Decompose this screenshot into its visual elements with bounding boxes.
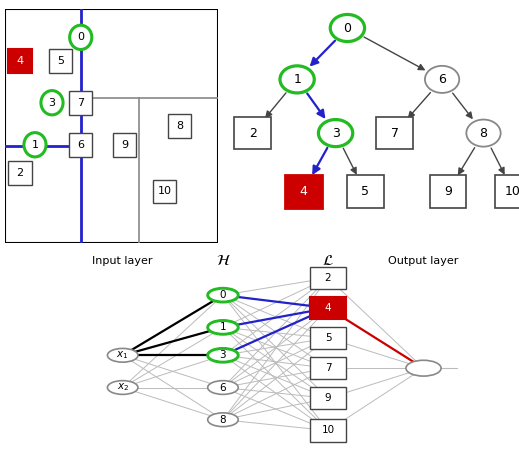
Text: 5: 5	[361, 185, 369, 198]
Text: 1: 1	[220, 322, 226, 333]
Circle shape	[107, 348, 138, 362]
Text: 0: 0	[77, 32, 84, 42]
Circle shape	[425, 66, 459, 93]
Circle shape	[406, 360, 441, 376]
Circle shape	[208, 348, 238, 362]
Text: Input layer: Input layer	[92, 256, 153, 266]
FancyBboxPatch shape	[310, 267, 346, 289]
Circle shape	[280, 66, 315, 93]
FancyBboxPatch shape	[8, 161, 32, 184]
Text: 3: 3	[332, 127, 339, 140]
Text: $x_1$: $x_1$	[116, 349, 129, 361]
FancyBboxPatch shape	[310, 419, 346, 441]
FancyBboxPatch shape	[495, 175, 519, 208]
Text: $\mathcal{H}$: $\mathcal{H}$	[215, 253, 230, 268]
Circle shape	[107, 381, 138, 395]
Text: 0: 0	[220, 290, 226, 300]
Text: 1: 1	[293, 73, 301, 86]
FancyBboxPatch shape	[310, 327, 346, 349]
FancyBboxPatch shape	[69, 133, 92, 156]
Circle shape	[208, 413, 238, 427]
FancyBboxPatch shape	[430, 175, 467, 208]
Circle shape	[330, 14, 364, 42]
Text: 0: 0	[344, 21, 351, 35]
Text: 1: 1	[32, 140, 38, 150]
Text: 8: 8	[176, 121, 183, 131]
Circle shape	[70, 25, 92, 50]
Text: 9: 9	[444, 185, 452, 198]
Circle shape	[41, 91, 63, 115]
Circle shape	[208, 288, 238, 302]
Text: 9: 9	[325, 393, 331, 403]
Text: 4: 4	[325, 303, 331, 313]
Circle shape	[208, 320, 238, 334]
Text: Output layer: Output layer	[388, 256, 459, 266]
Text: 3: 3	[220, 350, 226, 361]
FancyBboxPatch shape	[310, 297, 346, 319]
Text: $\mathcal{L}$: $\mathcal{L}$	[322, 253, 334, 268]
FancyBboxPatch shape	[310, 357, 346, 379]
FancyBboxPatch shape	[284, 175, 322, 208]
Circle shape	[467, 120, 501, 147]
FancyBboxPatch shape	[347, 175, 384, 208]
Text: 10: 10	[505, 185, 519, 198]
FancyBboxPatch shape	[310, 387, 346, 409]
Text: 7: 7	[391, 127, 399, 140]
FancyBboxPatch shape	[49, 49, 72, 73]
Text: 4: 4	[17, 56, 24, 66]
Text: 2: 2	[249, 127, 257, 140]
Text: 2: 2	[17, 168, 24, 178]
FancyBboxPatch shape	[8, 49, 32, 73]
Circle shape	[319, 120, 353, 147]
FancyBboxPatch shape	[113, 133, 136, 156]
Text: 6: 6	[220, 382, 226, 393]
Text: 7: 7	[325, 363, 331, 373]
Text: 10: 10	[321, 425, 335, 436]
Text: $x_2$: $x_2$	[117, 382, 129, 393]
FancyBboxPatch shape	[153, 180, 176, 204]
Circle shape	[208, 381, 238, 395]
FancyBboxPatch shape	[376, 117, 413, 149]
Text: 7: 7	[77, 98, 84, 108]
Text: 2: 2	[325, 273, 331, 283]
Text: 5: 5	[57, 56, 64, 66]
Text: 6: 6	[77, 140, 84, 150]
Text: 10: 10	[158, 186, 172, 197]
Text: 3: 3	[48, 98, 56, 108]
FancyBboxPatch shape	[234, 117, 271, 149]
Text: 8: 8	[480, 127, 487, 140]
Text: 4: 4	[299, 185, 307, 198]
Text: 6: 6	[438, 73, 446, 86]
Text: 8: 8	[220, 415, 226, 425]
Text: 9: 9	[121, 140, 128, 150]
Text: 5: 5	[325, 333, 331, 343]
FancyBboxPatch shape	[69, 91, 92, 114]
Circle shape	[24, 133, 46, 157]
FancyBboxPatch shape	[168, 114, 192, 138]
